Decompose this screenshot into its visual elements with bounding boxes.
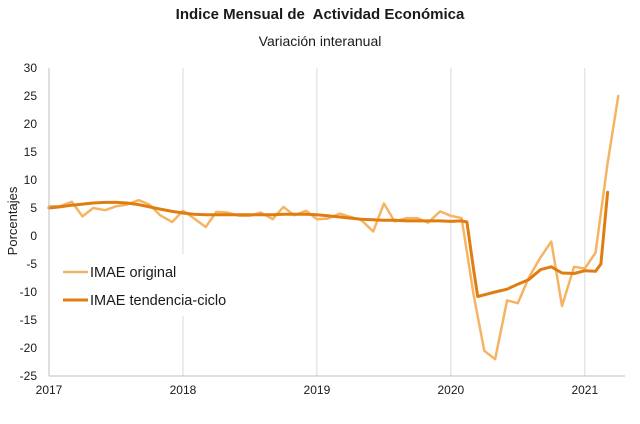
y-tick-label: -20 bbox=[20, 341, 38, 355]
y-tick-label: 25 bbox=[24, 89, 38, 103]
grid-layer bbox=[48, 68, 586, 376]
x-tick-label: 2021 bbox=[571, 383, 598, 397]
y-tick-label: -5 bbox=[26, 257, 37, 271]
y-tick-label: 30 bbox=[24, 61, 38, 75]
chart-title: Indice Mensual de Actividad Económica bbox=[175, 6, 465, 23]
y-tick-label: -15 bbox=[20, 313, 38, 327]
y-tick-label: 15 bbox=[24, 145, 38, 159]
x-tick-label: 2019 bbox=[304, 383, 331, 397]
series-line-imae-original bbox=[47, 94, 620, 361]
series-line-imae-tendencia-ciclo bbox=[47, 190, 610, 298]
series-layer bbox=[47, 94, 620, 361]
y-tick-label: 10 bbox=[24, 173, 38, 187]
chart-subtitle: Variación interanual bbox=[258, 33, 382, 49]
x-tick-label: 2018 bbox=[170, 383, 197, 397]
legend-label-imae-tendencia-ciclo: IMAE tendencia-ciclo bbox=[90, 293, 226, 309]
y-axis-title: Porcentajes bbox=[5, 186, 20, 255]
legend-label-imae-original: IMAE original bbox=[90, 265, 176, 281]
y-tick-label: 5 bbox=[30, 201, 37, 215]
y-tick-label: 0 bbox=[30, 229, 37, 243]
y-tick-label: -10 bbox=[20, 285, 38, 299]
legend: IMAE original IMAE tendencia-ciclo bbox=[58, 254, 248, 316]
x-tick-label: 2017 bbox=[36, 383, 63, 397]
y-tick-label: -25 bbox=[20, 369, 38, 383]
x-tick-label: 2020 bbox=[438, 383, 465, 397]
axis-layer: 2017 2018 2019 2020 2021 -25 -20 -15 -10 -5 0 5 10 15… bbox=[20, 61, 625, 397]
y-tick-label: 20 bbox=[24, 117, 38, 131]
legend-background bbox=[58, 254, 248, 316]
